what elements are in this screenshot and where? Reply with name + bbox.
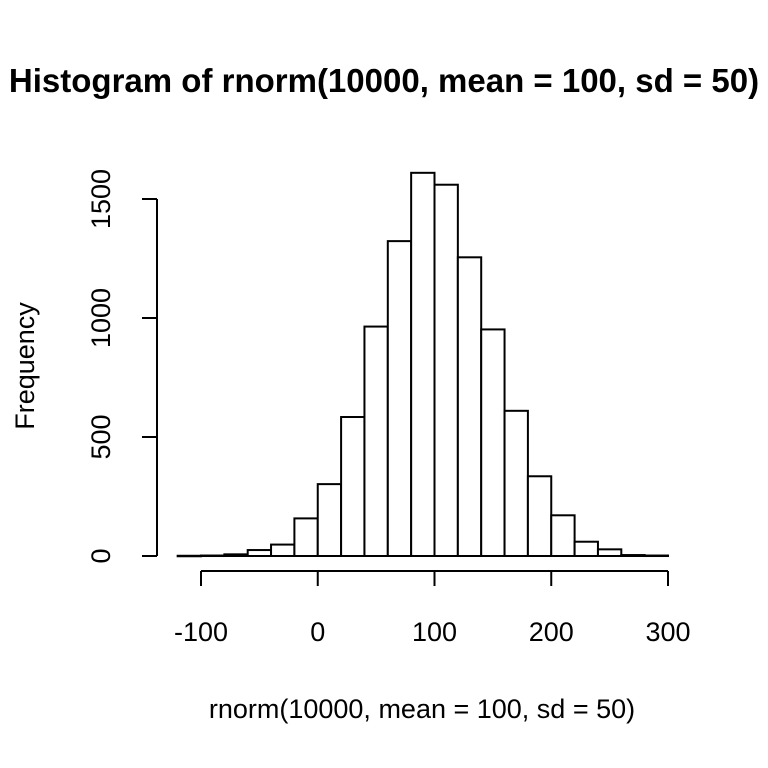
histogram-bar (550, 514, 576, 557)
histogram-bar (176, 554, 202, 558)
histogram-bar (596, 548, 623, 557)
histogram-bar (456, 256, 483, 557)
histogram-bar (433, 183, 459, 557)
histogram-bar (480, 328, 506, 558)
x-tick-label: 0 (310, 617, 325, 647)
chart-title: Histogram of rnorm(10000, mean = 100, sd… (9, 62, 759, 99)
histogram-bar (526, 475, 553, 557)
x-tick-label: -100 (174, 617, 228, 647)
histogram-bar (410, 171, 436, 557)
histogram-bar (316, 483, 343, 557)
y-axis: 0 500 1000 1500 (86, 169, 158, 564)
histogram-bar (293, 517, 319, 557)
histogram-bar (270, 543, 296, 557)
histogram-bar (620, 554, 646, 557)
histogram-bars (176, 171, 670, 558)
histogram-bar (340, 416, 366, 557)
histogram-bar (246, 549, 273, 557)
y-tick-label: 500 (86, 414, 116, 459)
histogram-bar (386, 240, 413, 557)
histogram-bar (223, 553, 249, 557)
histogram-bar (573, 540, 599, 557)
histogram-bar (503, 409, 529, 557)
y-tick-label: 1500 (86, 169, 116, 229)
x-tick-label: 200 (529, 617, 574, 647)
x-tick-label: 300 (645, 617, 690, 647)
x-tick-label: 100 (412, 617, 457, 647)
x-axis-label: rnorm(10000, mean = 100, sd = 50) (209, 694, 635, 724)
y-tick-label: 0 (86, 548, 116, 563)
histogram-bar (363, 325, 389, 557)
y-tick-label: 1000 (86, 288, 116, 348)
histogram-bar (643, 554, 670, 558)
x-axis: -100 0 100 200 300 (174, 570, 691, 647)
y-axis-label: Frequency (10, 302, 40, 430)
histogram-bar (200, 554, 226, 558)
